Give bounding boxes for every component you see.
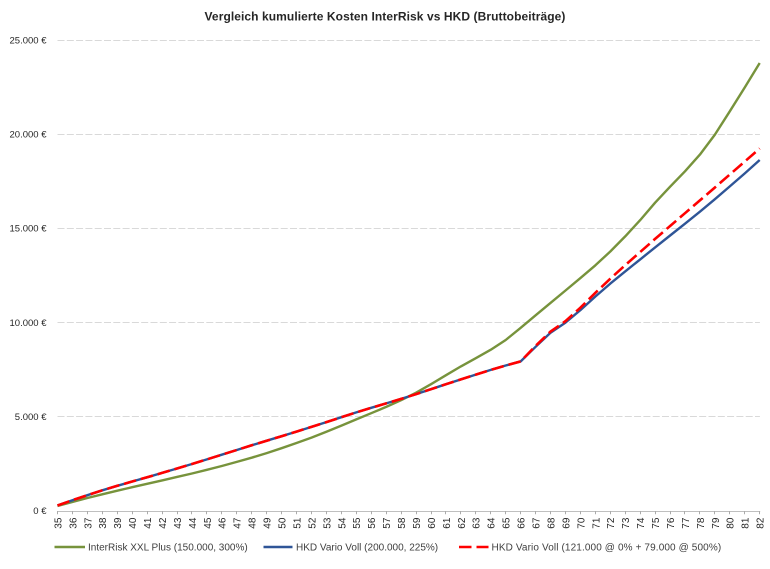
svg-text:49: 49	[263, 517, 274, 529]
svg-text:81: 81	[741, 517, 752, 529]
svg-text:5.000 €: 5.000 €	[15, 412, 47, 423]
svg-text:73: 73	[621, 517, 632, 529]
svg-text:38: 38	[98, 517, 109, 529]
svg-text:60: 60	[427, 517, 438, 529]
svg-text:43: 43	[173, 517, 184, 529]
svg-text:67: 67	[532, 517, 543, 529]
svg-text:71: 71	[591, 517, 602, 529]
svg-text:InterRisk XXL Plus (150.000, 3: InterRisk XXL Plus (150.000, 300%)	[88, 543, 248, 554]
svg-text:50: 50	[278, 517, 289, 529]
svg-text:72: 72	[606, 517, 617, 529]
svg-text:37: 37	[83, 517, 94, 529]
svg-text:53: 53	[322, 517, 333, 529]
svg-text:65: 65	[502, 517, 513, 529]
svg-text:52: 52	[307, 517, 318, 529]
svg-text:62: 62	[457, 517, 468, 529]
svg-text:57: 57	[382, 517, 393, 529]
svg-text:58: 58	[397, 517, 408, 529]
svg-text:74: 74	[636, 517, 647, 529]
svg-text:68: 68	[546, 517, 557, 529]
svg-text:10.000 €: 10.000 €	[10, 318, 48, 329]
svg-text:39: 39	[113, 517, 124, 529]
svg-text:80: 80	[726, 517, 737, 529]
svg-text:76: 76	[666, 517, 677, 529]
svg-text:36: 36	[68, 517, 79, 529]
svg-text:69: 69	[561, 517, 572, 529]
svg-text:42: 42	[158, 517, 169, 529]
svg-text:64: 64	[487, 517, 498, 529]
svg-text:55: 55	[352, 517, 363, 529]
svg-text:59: 59	[412, 517, 423, 529]
svg-text:25.000 €: 25.000 €	[10, 35, 48, 46]
svg-text:41: 41	[143, 517, 154, 529]
svg-text:66: 66	[517, 517, 528, 529]
svg-text:70: 70	[576, 517, 587, 529]
svg-text:HKD Vario Voll (121.000 @ 0% +: HKD Vario Voll (121.000 @ 0% + 79.000 @ …	[492, 543, 722, 554]
svg-text:63: 63	[472, 517, 483, 529]
svg-text:0 €: 0 €	[33, 506, 47, 517]
svg-text:47: 47	[233, 517, 244, 529]
svg-text:77: 77	[681, 517, 692, 529]
svg-text:48: 48	[248, 517, 259, 529]
svg-text:82: 82	[756, 517, 767, 529]
svg-text:46: 46	[218, 517, 229, 529]
svg-text:78: 78	[696, 517, 707, 529]
svg-text:35: 35	[53, 517, 64, 529]
svg-text:54: 54	[337, 517, 348, 529]
svg-text:44: 44	[188, 517, 199, 529]
svg-text:40: 40	[128, 517, 139, 529]
svg-text:56: 56	[367, 517, 378, 529]
svg-text:Vergleich kumulierte Kosten In: Vergleich kumulierte Kosten InterRisk vs…	[205, 10, 566, 24]
svg-text:45: 45	[203, 517, 214, 529]
svg-text:HKD Vario Voll (200.000, 225%): HKD Vario Voll (200.000, 225%)	[296, 543, 438, 554]
svg-text:15.000 €: 15.000 €	[10, 224, 48, 235]
svg-text:51: 51	[292, 517, 303, 529]
svg-text:20.000 €: 20.000 €	[10, 130, 48, 141]
svg-text:79: 79	[711, 517, 722, 529]
svg-text:61: 61	[442, 517, 453, 529]
svg-text:75: 75	[651, 517, 662, 529]
